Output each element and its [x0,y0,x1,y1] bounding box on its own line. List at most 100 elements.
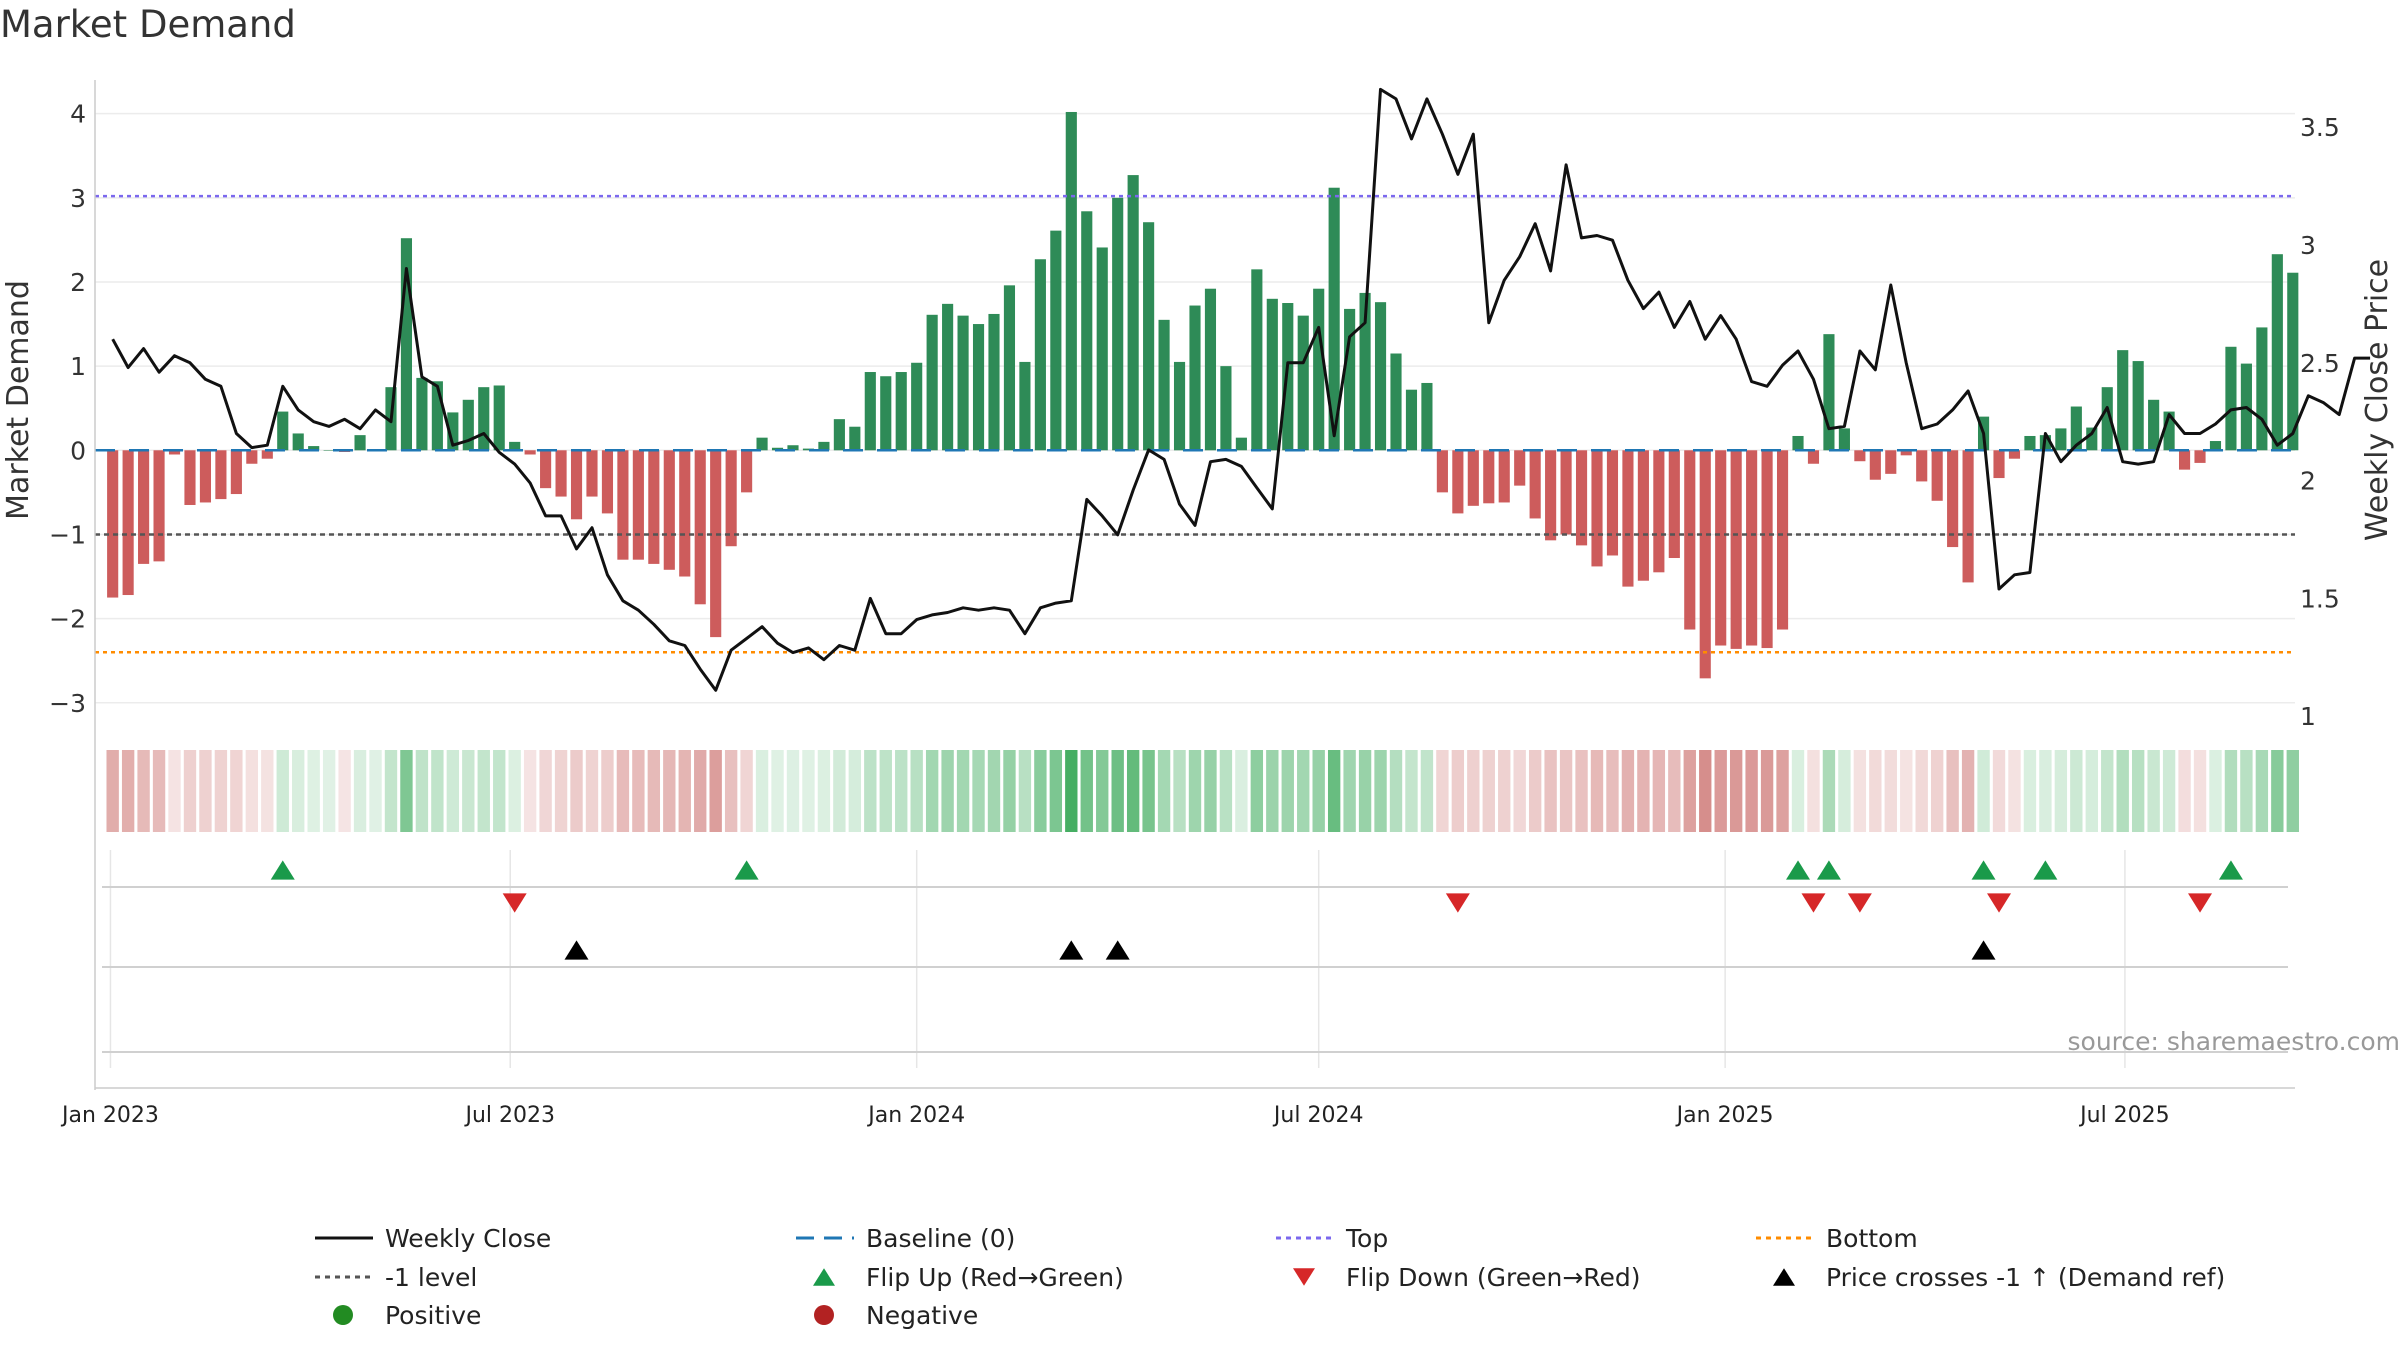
demand-bar [1128,175,1139,450]
demand-bar [695,450,706,604]
demand-bar [1993,450,2004,478]
heat-strip-cell [1946,750,1958,832]
heat-strip-cell [1560,750,1572,832]
demand-bar [741,450,752,492]
heat-strip-cell [1885,750,1897,832]
heat-strip-cell [570,750,582,832]
y2-tick-label: 3.5 [2300,113,2340,142]
heat-strip-cell [122,750,134,832]
heat-strip-cell [1421,750,1433,832]
heat-strip-cell [416,750,428,832]
heat-strip-cell [787,750,799,832]
heat-strip-cell [632,750,644,832]
heat-strip-cell [2240,750,2252,832]
flip-up-marker [735,860,759,879]
heat-strip-cell [1405,750,1417,832]
heat-strip-cell [1328,750,1340,832]
demand-bar [865,372,876,450]
heat-strip-cell [1065,750,1077,832]
y-tick-label: −3 [49,689,86,718]
y2-tick-label: 1.5 [2300,584,2340,613]
demand-bar [1159,320,1170,450]
heat-strip-cell [849,750,861,832]
heat-strip-cell [2117,750,2129,832]
heat-strip-cell [756,750,768,832]
x-tick-label: Jul 2023 [463,1103,555,1128]
flip-up-marker [1972,860,1996,879]
heat-strip-cell [1204,750,1216,832]
demand-bar [710,450,721,637]
demand-bar [1916,450,1927,481]
demand-bar [416,378,427,450]
heat-strip-cell [1282,750,1294,832]
heat-strip-cell [1081,750,1093,832]
heat-strip-cell [740,750,752,832]
heat-strip-cell [2024,750,2036,832]
heat-strip-cell [184,750,196,832]
heat-strip-cell [2178,750,2190,832]
heat-strip-cell [338,750,350,832]
heat-strip-cell [1313,750,1325,832]
demand-bar [1019,362,1030,450]
heat-strip-cell [539,750,551,832]
flip-down-marker [1446,893,1470,912]
demand-bar [1854,450,1865,461]
legend-label: Top [1345,1224,1388,1253]
x-tick-label: Jan 2023 [60,1103,159,1128]
price-cross-marker [1059,940,1083,959]
source-note: source: sharemaestro.com [2068,1027,2400,1056]
heat-strip-cell [1606,750,1618,832]
demand-bar [1143,222,1154,450]
heat-strip-cell [1452,750,1464,832]
y-tick-label: 4 [70,100,86,129]
demand-bar [1483,450,1494,503]
demand-bar [1437,450,1448,492]
demand-bar [1421,383,1432,450]
heat-strip-cell [880,750,892,832]
demand-bar [1700,450,1711,678]
heat-strip-cell [1096,750,1108,832]
legend-label: Flip Down (Green→Red) [1346,1263,1641,1292]
heat-strip-cell [694,750,706,832]
demand-bar [1870,450,1881,479]
demand-bar [1792,436,1803,450]
demand-bar [231,450,242,494]
demand-bar [834,419,845,450]
heat-strip-cell [2086,750,2098,832]
heat-strip-cell [431,750,443,832]
heat-strip-cell [1266,750,1278,832]
demand-bar [1669,450,1680,558]
heat-strip-cell [1838,750,1850,832]
demand-bar [664,450,675,570]
demand-bar [1189,306,1200,451]
heat-strip-cell [1591,750,1603,832]
demand-bar [1777,450,1788,629]
demand-bar [1390,354,1401,451]
demand-bar [153,450,164,561]
y-tick-label: −2 [49,605,86,634]
heat-strip-cell [478,750,490,832]
heat-strip-cell [261,750,273,832]
legend-label: -1 level [385,1263,477,1292]
heat-strip-cell [1916,750,1928,832]
heat-strip-cell [230,750,242,832]
price-cross-marker [1106,940,1130,959]
x-tick-label: Jan 2024 [866,1103,965,1128]
demand-bar [1622,450,1633,586]
y-tick-label: 1 [70,352,86,381]
heat-strip-cell [725,750,737,832]
legend-label: Bottom [1826,1224,1918,1253]
demand-bar [726,450,737,546]
demand-bar [1267,299,1278,450]
heat-strip-cell [137,750,149,832]
heat-strip-cell [2055,750,2067,832]
heat-strip-cell [1544,750,1556,832]
heat-strip-cell [988,750,1000,832]
heat-strip-cell [1792,750,1804,832]
heat-strip-cell [1869,750,1881,832]
heat-strip-cell [1467,750,1479,832]
heat-strip-cell [1235,750,1247,832]
heat-strip-cell [1931,750,1943,832]
heat-strip-cell [1761,750,1773,832]
